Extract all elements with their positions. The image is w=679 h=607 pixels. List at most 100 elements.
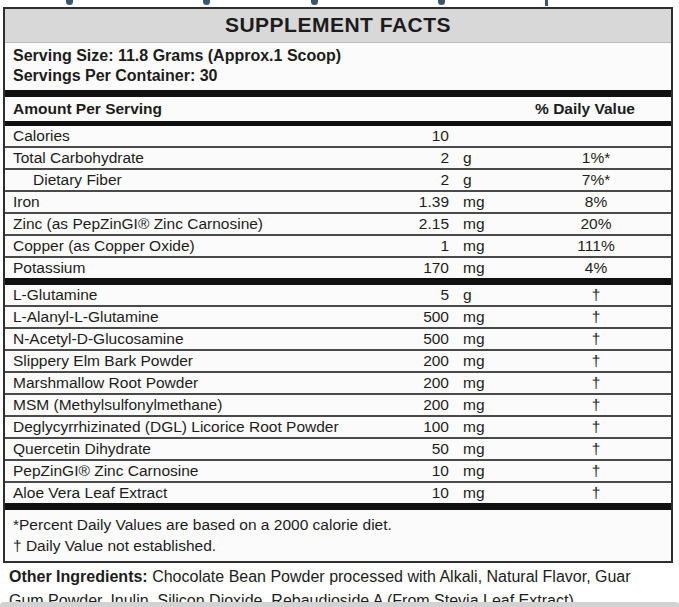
ingredient-amount: 200 xyxy=(374,396,449,414)
ingredient-name: Quercetin Dihydrate xyxy=(5,440,374,458)
cropped-text-fragment xyxy=(545,0,548,6)
divider-bar xyxy=(5,90,671,97)
ingredient-unit: mg xyxy=(449,352,521,370)
ingredient-name: Copper (as Copper Oxide) xyxy=(5,237,374,255)
servings-per-container: Servings Per Container: 30 xyxy=(13,66,663,86)
table-row: L-Alanyl-L-Glutamine 500 mg † xyxy=(5,305,671,327)
table-row: Deglycyrrhizinated (DGL) Licorice Root P… xyxy=(5,415,671,437)
ingredient-daily-value: 4% xyxy=(521,259,671,277)
footnotes: *Percent Daily Values are based on a 200… xyxy=(5,510,671,561)
ingredient-daily-value: 111% xyxy=(521,237,671,255)
blend-section: L-Glutamine 5 g † L-Alanyl-L-Glutamine 5… xyxy=(5,285,671,503)
ingredient-daily-value: † xyxy=(521,286,671,304)
ingredient-amount: 1 xyxy=(374,237,449,255)
ingredient-name: L-Alanyl-L-Glutamine xyxy=(5,308,374,326)
ingredient-name: Marshmallow Root Powder xyxy=(5,374,374,392)
ingredient-unit: mg xyxy=(449,484,521,502)
column-headers: Amount Per Serving % Daily Value xyxy=(5,97,671,121)
image-edge-strip xyxy=(0,602,679,607)
ingredient-unit: mg xyxy=(449,440,521,458)
ingredient-unit: g xyxy=(449,149,521,167)
ingredient-name: PepZinGI® Zinc Carnosine xyxy=(5,462,374,480)
other-ingredients-label: Other Ingredients: xyxy=(9,568,148,585)
ingredient-unit: mg xyxy=(449,396,521,414)
ingredient-amount: 2 xyxy=(374,149,449,167)
ingredient-name: Dietary Fiber xyxy=(5,171,374,189)
ingredient-name: N-Acetyl-D-Glucosamine xyxy=(5,330,374,348)
table-row: N-Acetyl-D-Glucosamine 500 mg † xyxy=(5,327,671,349)
table-row: Marshmallow Root Powder 200 mg † xyxy=(5,371,671,393)
ingredient-daily-value: † xyxy=(521,418,671,436)
supplement-facts-label: SUPPLEMENT FACTS Serving Size: 11.8 Gram… xyxy=(0,0,679,607)
facts-panel: SUPPLEMENT FACTS Serving Size: 11.8 Gram… xyxy=(3,7,673,563)
ingredient-amount: 200 xyxy=(374,352,449,370)
ingredient-amount: 1.39 xyxy=(374,193,449,211)
ingredient-daily-value: † xyxy=(521,330,671,348)
ingredient-daily-value: † xyxy=(521,308,671,326)
table-row: Slippery Elm Bark Powder 200 mg † xyxy=(5,349,671,371)
ingredient-unit: mg xyxy=(449,193,521,211)
table-row: L-Glutamine 5 g † xyxy=(5,285,671,305)
ingredient-amount: 10 xyxy=(374,127,449,145)
ingredient-name: Total Carbohydrate xyxy=(5,149,374,167)
ingredient-amount: 500 xyxy=(374,308,449,326)
ingredient-daily-value: 7%* xyxy=(521,171,671,189)
daily-value-not-established-note: † Daily Value not established. xyxy=(13,535,663,556)
ingredient-amount: 10 xyxy=(374,484,449,502)
ingredient-name: Iron xyxy=(5,193,374,211)
daily-value-header: % Daily Value xyxy=(535,100,635,118)
cropped-text-fragment xyxy=(438,0,445,5)
serving-size: Serving Size: 11.8 Grams (Approx.1 Scoop… xyxy=(13,46,663,66)
table-row: Copper (as Copper Oxide) 1 mg 111% xyxy=(5,234,671,256)
ingredient-daily-value: † xyxy=(521,484,671,502)
ingredient-daily-value: † xyxy=(521,462,671,480)
ingredient-name: Deglycyrrhizinated (DGL) Licorice Root P… xyxy=(5,418,374,436)
cropped-text-fragment xyxy=(203,0,210,5)
ingredient-daily-value: † xyxy=(521,396,671,414)
ingredient-amount: 2.15 xyxy=(374,215,449,233)
percent-daily-value-note: *Percent Daily Values are based on a 200… xyxy=(13,514,663,535)
table-row: PepZinGI® Zinc Carnosine 10 mg † xyxy=(5,459,671,481)
cropped-text-fragment xyxy=(66,0,73,5)
ingredient-unit: mg xyxy=(449,418,521,436)
table-row: Quercetin Dihydrate 50 mg † xyxy=(5,437,671,459)
ingredient-unit: mg xyxy=(449,215,521,233)
table-row: Potassium 170 mg 4% xyxy=(5,256,671,278)
other-ingredients: Other Ingredients: Chocolate Bean Powder… xyxy=(3,565,673,607)
table-row: Zinc (as PepZinGI® Zinc Carnosine) 2.15 … xyxy=(5,212,671,234)
ingredient-unit: mg xyxy=(449,462,521,480)
ingredient-amount: 500 xyxy=(374,330,449,348)
table-row: MSM (Methylsulfonylmethane) 200 mg † xyxy=(5,393,671,415)
ingredient-name: Aloe Vera Leaf Extract xyxy=(5,484,374,502)
ingredient-name: Zinc (as PepZinGI® Zinc Carnosine) xyxy=(5,215,374,233)
ingredient-name: MSM (Methylsulfonylmethane) xyxy=(5,396,374,414)
ingredient-amount: 170 xyxy=(374,259,449,277)
table-row: Calories 10 xyxy=(5,126,671,146)
ingredient-daily-value: † xyxy=(521,374,671,392)
amount-per-serving-header: Amount Per Serving xyxy=(13,100,162,118)
table-row: Total Carbohydrate 2 g 1%* xyxy=(5,146,671,168)
panel-title: SUPPLEMENT FACTS xyxy=(5,9,671,43)
ingredient-amount: 10 xyxy=(374,462,449,480)
ingredient-unit: g xyxy=(449,286,521,304)
table-row: Aloe Vera Leaf Extract 10 mg † xyxy=(5,481,671,503)
ingredient-amount: 5 xyxy=(374,286,449,304)
ingredient-unit: g xyxy=(449,171,521,189)
ingredient-daily-value: † xyxy=(521,440,671,458)
ingredient-amount: 2 xyxy=(374,171,449,189)
ingredient-daily-value: 8% xyxy=(521,193,671,211)
ingredient-daily-value: 1%* xyxy=(521,149,671,167)
ingredient-unit: mg xyxy=(449,237,521,255)
ingredient-unit: mg xyxy=(449,259,521,277)
table-row: Dietary Fiber 2 g 7%* xyxy=(5,168,671,190)
cropped-text-fragment xyxy=(311,0,318,5)
table-row: Iron 1.39 mg 8% xyxy=(5,190,671,212)
ingredient-amount: 100 xyxy=(374,418,449,436)
ingredient-unit: mg xyxy=(449,308,521,326)
ingredient-name: L-Glutamine xyxy=(5,286,374,304)
serving-info: Serving Size: 11.8 Grams (Approx.1 Scoop… xyxy=(5,43,671,90)
ingredient-daily-value: † xyxy=(521,352,671,370)
ingredient-name: Calories xyxy=(5,127,374,145)
divider-bar xyxy=(5,503,671,510)
ingredient-unit: mg xyxy=(449,374,521,392)
